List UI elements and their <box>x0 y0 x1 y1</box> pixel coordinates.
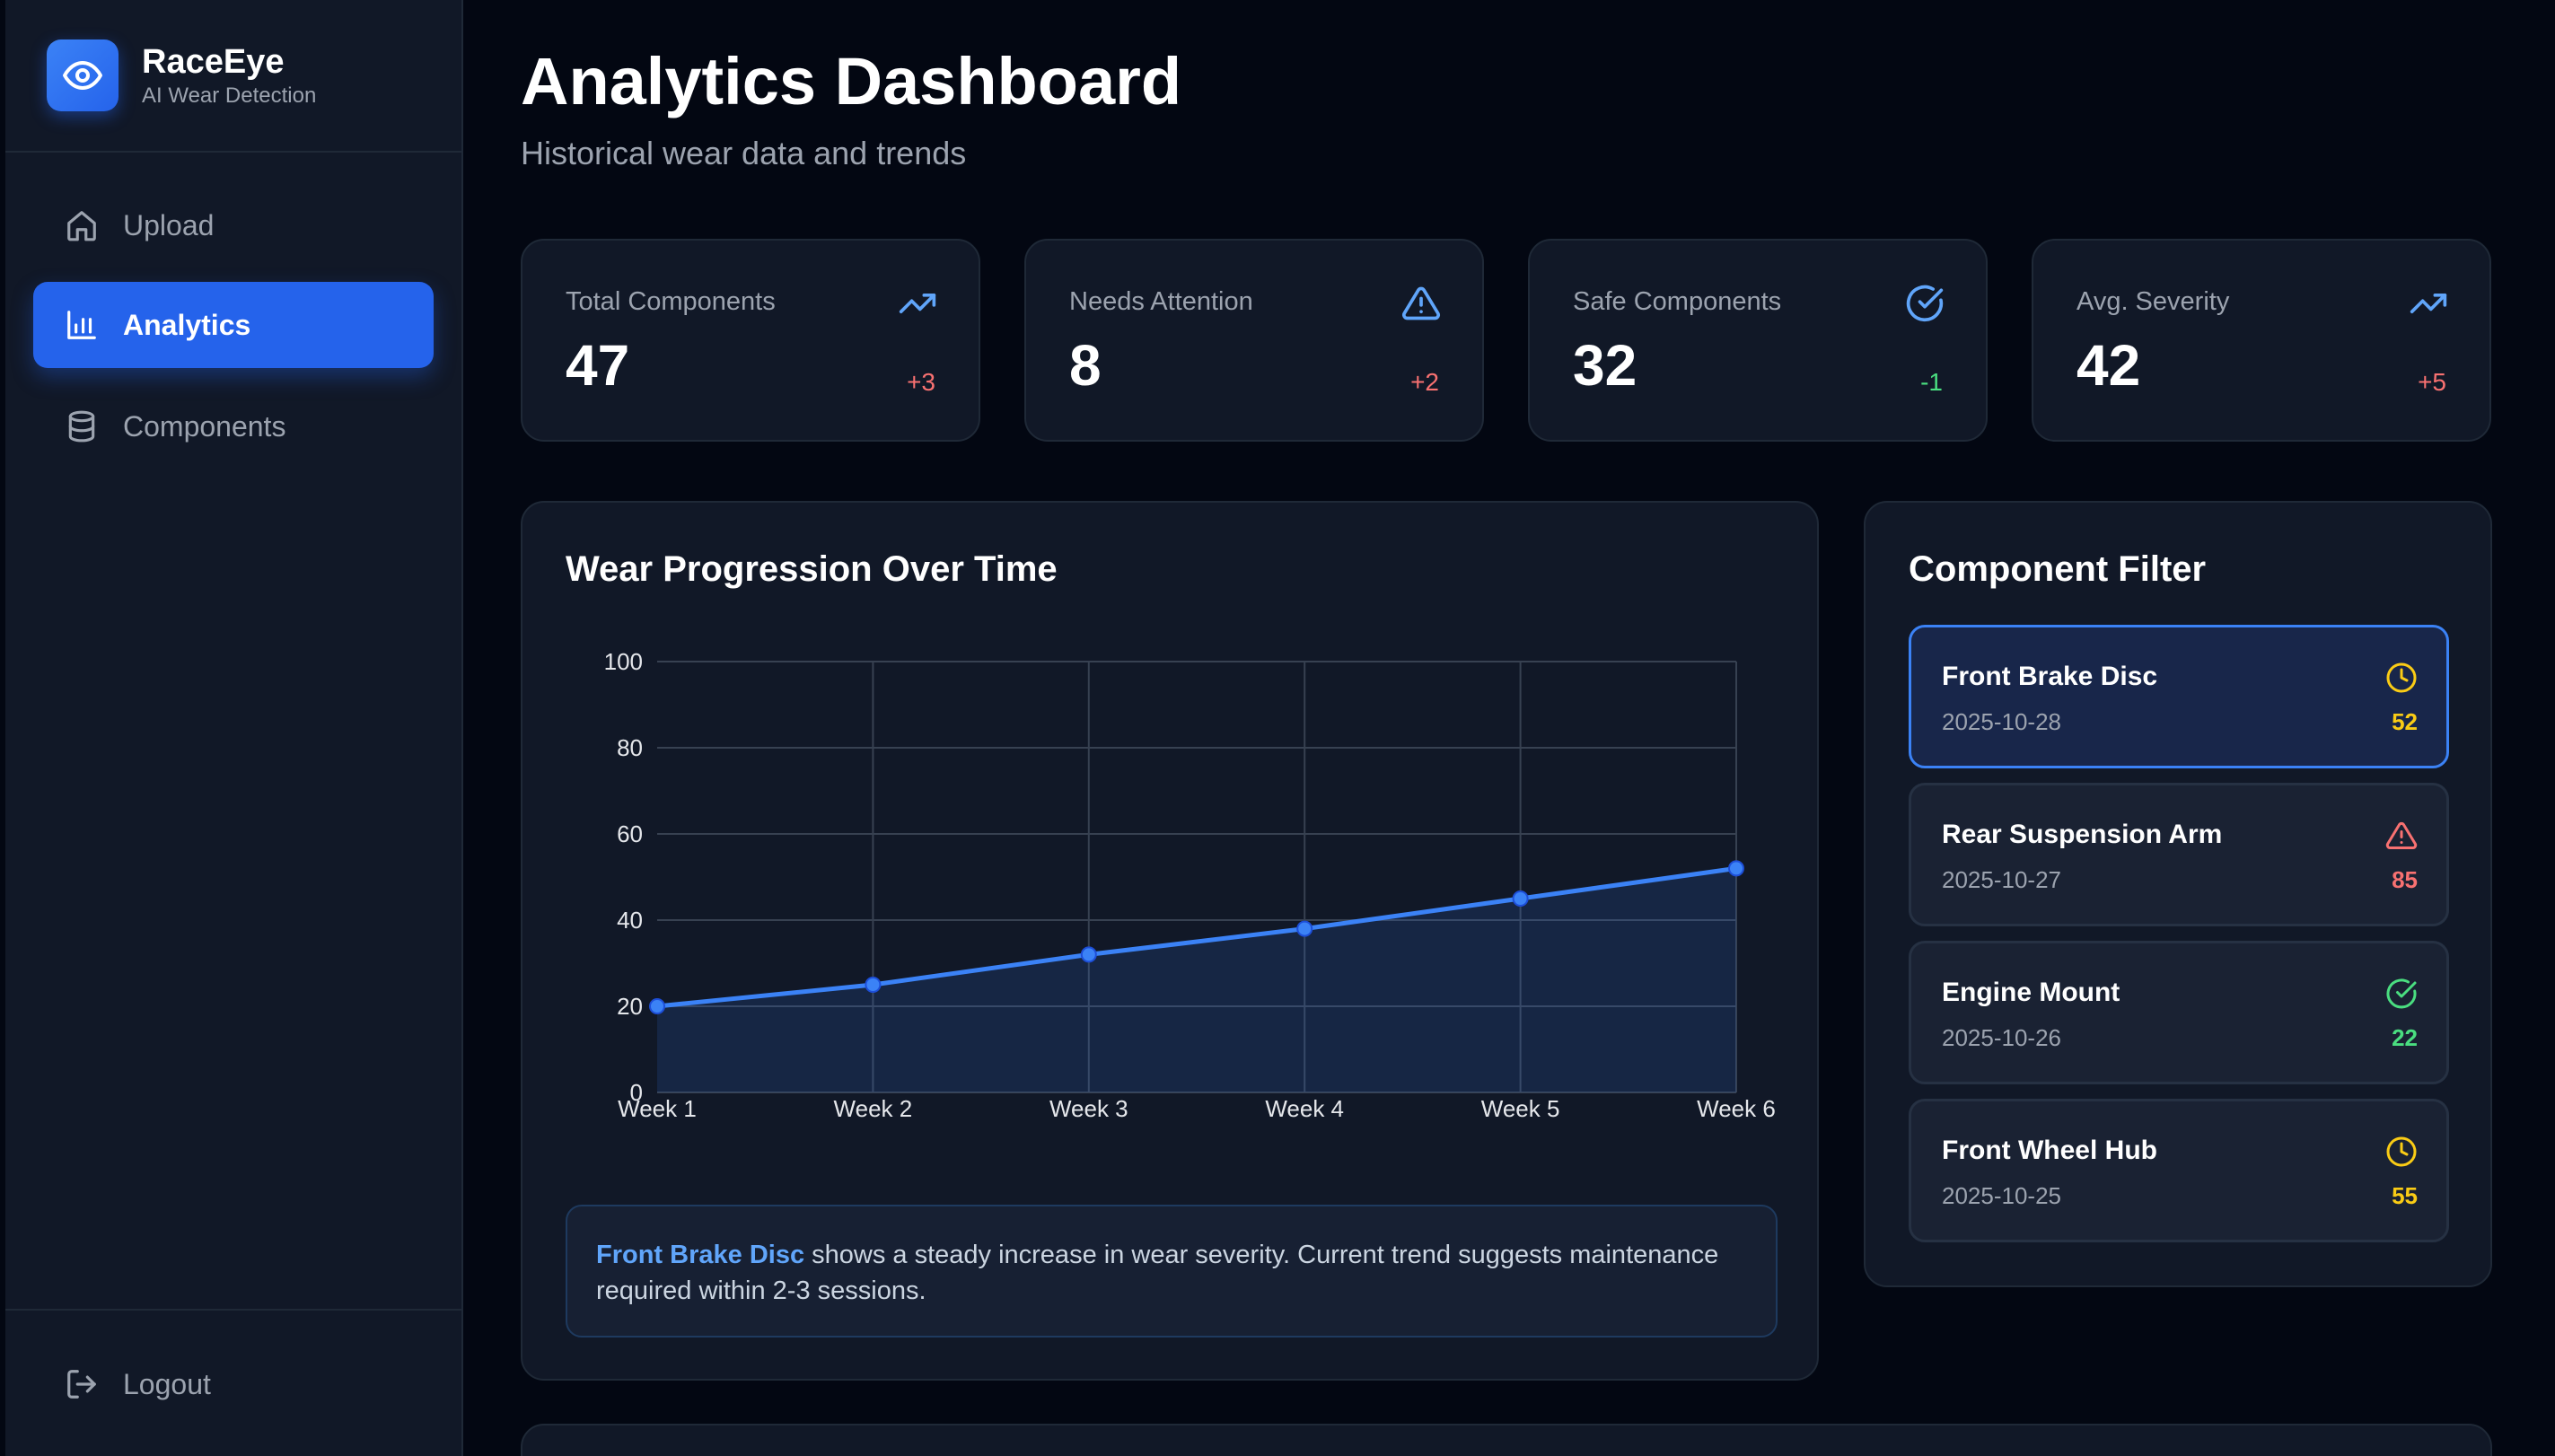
clock-icon <box>2386 662 2417 693</box>
wear-progression-card: Wear Progression Over Time 0 20 40 60 80 100 W… <box>521 501 1819 1381</box>
stat-value: 47 <box>566 333 630 398</box>
filter-item-name: Rear Suspension Arm <box>1942 820 2223 849</box>
x-tick-label: Week 5 <box>1481 1095 1560 1122</box>
database-icon <box>64 408 100 444</box>
bar-chart-icon <box>64 307 100 343</box>
page-title: Analytics Dashboard <box>521 44 1182 118</box>
brand[interactable]: RaceEye AI Wear Detection <box>5 0 461 153</box>
data-point <box>1728 860 1744 877</box>
stat-label: Avg. Severity <box>2076 287 2230 316</box>
nav-item-components[interactable]: Components <box>33 383 434 469</box>
y-tick-label: 20 <box>617 993 643 1020</box>
series-line <box>656 865 1737 1009</box>
trending-up-icon <box>2410 294 2447 313</box>
stat-delta: +3 <box>907 368 935 396</box>
nav-item-analytics[interactable]: Analytics <box>33 282 434 368</box>
stat-label: Needs Attention <box>1069 287 1253 316</box>
sidebar-footer: Logout <box>5 1309 461 1456</box>
filter-item-score: 55 <box>2392 1182 2418 1209</box>
filter-item-name: Front Brake Disc <box>1942 662 2158 691</box>
stat-label: Total Components <box>566 287 776 316</box>
trend-insight: Front Brake Disc shows a steady increase… <box>566 1205 1778 1338</box>
eye-icon <box>47 39 119 111</box>
clock-icon <box>2386 1136 2417 1167</box>
page-subtitle: Historical wear data and trends <box>521 135 967 171</box>
stat-delta: -1 <box>1920 368 1943 396</box>
check-circle-icon <box>2386 978 2417 1009</box>
brand-subtitle: AI Wear Detection <box>142 83 317 108</box>
data-point <box>1296 920 1313 937</box>
data-point <box>649 998 665 1014</box>
nav-label-analytics: Analytics <box>123 308 251 341</box>
stat-value: 42 <box>2076 333 2141 398</box>
stat-card-needs-attention: Needs Attention 8 +2 <box>1024 239 1484 442</box>
filter-item-name: Engine Mount <box>1942 978 2120 1007</box>
logout-label: Logout <box>123 1367 211 1400</box>
nav-label-upload: Upload <box>123 208 215 241</box>
filter-item-score: 52 <box>2392 708 2418 735</box>
nav-label-components: Components <box>123 409 286 443</box>
filter-item-date: 2025-10-27 <box>1942 866 2061 893</box>
x-tick-label: Week 3 <box>1049 1095 1128 1122</box>
home-icon <box>64 207 100 243</box>
series-area <box>657 868 1736 1092</box>
y-tick-label: 100 <box>604 648 643 675</box>
filter-item-score: 22 <box>2392 1024 2418 1051</box>
filter-item-date: 2025-10-25 <box>1942 1182 2061 1209</box>
lower-panel <box>521 1424 2492 1456</box>
stat-value: 32 <box>1573 333 1637 398</box>
stat-value: 8 <box>1069 333 1102 398</box>
x-tick-label: Week 2 <box>834 1095 913 1122</box>
wear-progression-chart[interactable]: 0 20 40 60 80 100 Week 1 Week 2 Week 3 Week 4 Week… <box>522 503 1821 1185</box>
data-point <box>1080 946 1097 963</box>
filter-item-name: Front Wheel Hub <box>1942 1136 2157 1165</box>
y-tick-label: 80 <box>617 734 643 761</box>
filter-item-rear-suspension-arm[interactable]: Rear Suspension Arm 2025-10-27 85 <box>1909 783 2449 926</box>
filter-item-front-wheel-hub[interactable]: Front Wheel Hub 2025-10-25 55 <box>1909 1099 2449 1242</box>
alert-triangle-icon <box>2385 821 2418 849</box>
data-point <box>1512 890 1529 907</box>
trending-up-icon <box>899 294 936 313</box>
x-tick-label: Week 4 <box>1265 1095 1344 1122</box>
component-filter-card: Component Filter Front Brake Disc 2025-1… <box>1864 501 2492 1287</box>
alert-triangle-icon <box>1402 286 1440 320</box>
brand-name: RaceEye <box>142 43 285 81</box>
stat-delta: +5 <box>2418 368 2446 396</box>
nav-item-upload[interactable]: Upload <box>33 182 434 268</box>
stat-label: Safe Components <box>1573 287 1782 316</box>
stat-card-total-components: Total Components 47 +3 <box>521 239 980 442</box>
x-tick-label: Week 6 <box>1697 1095 1776 1122</box>
data-point <box>865 977 882 993</box>
insight-text: shows a steady increase in wear severity… <box>596 1241 1719 1305</box>
sidebar: RaceEye AI Wear Detection Upload Analyti… <box>5 0 463 1456</box>
stat-delta: +2 <box>1410 368 1439 396</box>
filter-item-date: 2025-10-26 <box>1942 1024 2061 1051</box>
check-circle-icon <box>1906 285 1944 322</box>
y-tick-label: 60 <box>617 820 643 847</box>
stat-card-avg-severity: Avg. Severity 42 +5 <box>2032 239 2491 442</box>
y-tick-label: 40 <box>617 907 643 934</box>
filter-item-score: 85 <box>2392 866 2418 893</box>
filter-item-engine-mount[interactable]: Engine Mount 2025-10-26 22 <box>1909 941 2449 1084</box>
filter-title: Component Filter <box>1909 549 2207 589</box>
filter-item-front-brake-disc[interactable]: Front Brake Disc 2025-10-28 52 <box>1909 625 2449 768</box>
chart-title: Wear Progression Over Time <box>566 549 1058 589</box>
filter-item-date: 2025-10-28 <box>1942 708 2061 735</box>
y-tick-label: 0 <box>630 1079 643 1106</box>
logout-icon <box>64 1366 100 1402</box>
x-tick-label: Week 1 <box>618 1095 697 1122</box>
stat-card-safe-components: Safe Components 32 -1 <box>1528 239 1988 442</box>
logout-button[interactable]: Logout <box>33 1341 434 1427</box>
insight-component-name[interactable]: Front Brake Disc <box>596 1241 805 1269</box>
